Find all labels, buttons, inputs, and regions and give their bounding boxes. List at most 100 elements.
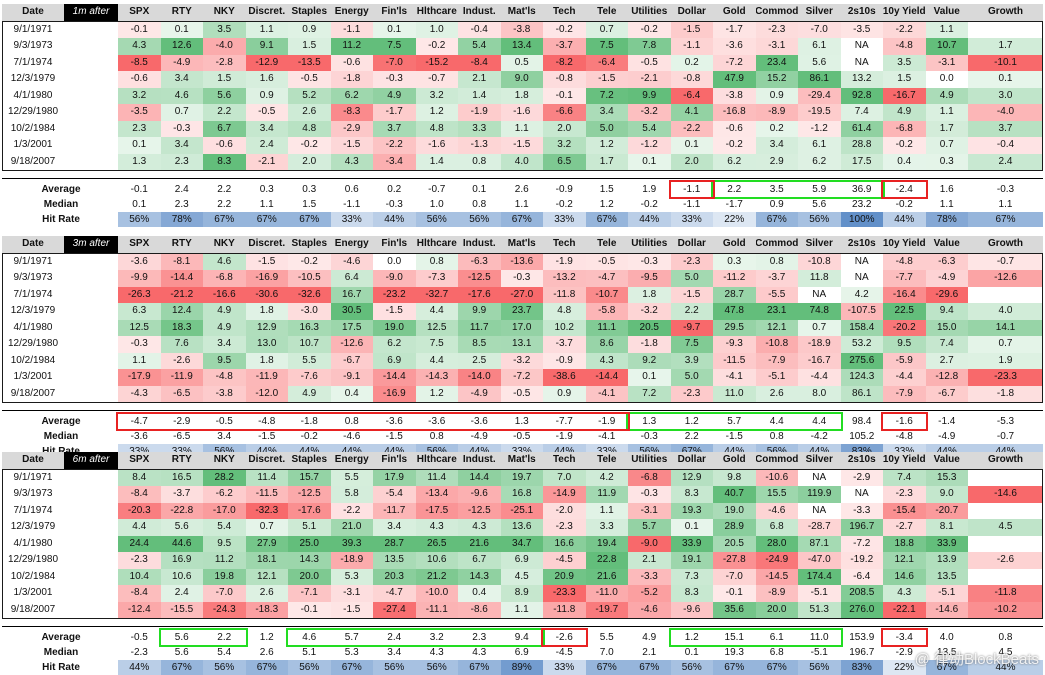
data-cell: 7.3	[670, 568, 713, 585]
summary-cell: -0.1	[118, 182, 161, 197]
data-cell: -8.4	[458, 54, 501, 71]
data-cell: 4.9	[288, 385, 331, 402]
data-cell: -7.2	[500, 369, 543, 386]
summary-cell: 4.3	[458, 645, 501, 660]
data-cell: 26.5	[415, 535, 458, 552]
column-header: Gold	[713, 452, 756, 469]
summary-cell: 13.5	[925, 645, 968, 660]
data-cell: 7.5	[585, 38, 628, 55]
column-header: RTY	[160, 236, 203, 253]
hit-rate-cell: 67%	[585, 212, 628, 227]
data-cell: 23.1	[755, 303, 798, 320]
data-cell: -7.6	[288, 369, 331, 386]
summary-cell: 3.4	[203, 429, 246, 444]
data-cell: -0.6	[118, 71, 161, 88]
data-cell: -7.0	[713, 568, 756, 585]
data-cell: -14.4	[160, 270, 203, 287]
data-cell: 7.5	[373, 38, 416, 55]
data-cell: -9.3	[713, 336, 756, 353]
data-cell: -3.6	[713, 38, 756, 55]
data-cell: 3.3	[458, 120, 501, 137]
data-cell: -6.2	[203, 486, 246, 503]
data-cell: -1.3	[458, 137, 501, 154]
summary-cell: 3.5	[755, 182, 798, 197]
data-cell: -5.1	[755, 369, 798, 386]
data-cell: 15.2	[755, 71, 798, 88]
row-date: 7/1/1974	[13, 56, 53, 68]
data-cell: 13.9	[925, 552, 968, 569]
data-cell: 47.8	[713, 303, 756, 320]
column-header: Growth	[968, 452, 1043, 469]
data-cell: 6.2	[330, 87, 373, 104]
column-header: Silver	[798, 452, 841, 469]
data-cell: -2.9	[840, 469, 883, 486]
data-cell: -14.6	[968, 486, 1043, 503]
summary-cell: 6.1	[755, 630, 798, 645]
summary-cell: 0.9	[755, 197, 798, 212]
summary-cell: 5.9	[798, 182, 841, 197]
summary-cell: -0.2	[628, 197, 671, 212]
data-cell: 11.4	[415, 469, 458, 486]
summary-divider	[2, 178, 1043, 179]
data-cell: -6.8	[628, 469, 671, 486]
data-cell: -1.5	[245, 253, 288, 270]
data-cell: 3.4	[160, 71, 203, 88]
row-date: 1/3/2001	[13, 139, 53, 151]
row-date: 12/29/1980	[7, 338, 59, 350]
data-cell: 4.9	[883, 104, 926, 121]
data-cell: 0.3	[713, 253, 756, 270]
summary-cell: 196.7	[840, 645, 883, 660]
column-header: Utilities	[628, 4, 671, 21]
summary-cell: -4.8	[883, 429, 926, 444]
data-cell: -9.0	[373, 270, 416, 287]
summary-cell: 15.1	[713, 630, 756, 645]
data-cell: -25.1	[500, 502, 543, 519]
data-cell: -0.5	[585, 253, 628, 270]
data-cell: 0.2	[670, 54, 713, 71]
column-header: 10y Yield	[883, 236, 926, 253]
summary-cell: -0.9	[543, 182, 586, 197]
data-cell: 9.0	[500, 71, 543, 88]
data-cell: 4.9	[203, 319, 246, 336]
data-cell: 23.4	[755, 54, 798, 71]
data-cell: 1.1	[118, 352, 161, 369]
data-cell: 0.3	[925, 153, 968, 170]
summary-cell: 5.1	[288, 645, 331, 660]
data-cell: 3.4	[245, 120, 288, 137]
data-cell: -0.5	[500, 385, 543, 402]
data-cell: -4.9	[925, 270, 968, 287]
column-header: Gold	[713, 236, 756, 253]
data-cell: -16.6	[203, 286, 246, 303]
data-cell: 1.5	[883, 71, 926, 88]
summary-cell: -1.4	[925, 414, 968, 429]
data-cell: 1.8	[500, 87, 543, 104]
data-cell: 6.3	[118, 303, 161, 320]
data-cell: 1.7	[585, 153, 628, 170]
column-header: RTY	[160, 4, 203, 21]
data-cell: -20.7	[925, 502, 968, 519]
data-cell: 12.9	[670, 469, 713, 486]
row-date: 9/1/1971	[13, 23, 53, 35]
data-cell: -7.2	[840, 535, 883, 552]
summary-label: Hit Rate	[42, 445, 80, 457]
data-cell: 19.8	[203, 568, 246, 585]
data-cell: 0.9	[245, 87, 288, 104]
summary-cell: 2.2	[670, 429, 713, 444]
data-cell: 12.5	[415, 319, 458, 336]
data-cell: -0.2	[288, 137, 331, 154]
data-cell: -5.5	[755, 286, 798, 303]
data-cell: -3.2	[628, 104, 671, 121]
summary-cell: -3.4	[883, 630, 926, 645]
hit-rate-cell: 67%	[203, 212, 246, 227]
row-date: 12/29/1980	[7, 554, 59, 566]
data-cell: -5.4	[373, 486, 416, 503]
data-cell: 11.2	[203, 552, 246, 569]
data-cell: 9.1	[245, 38, 288, 55]
data-cell: -17.6	[288, 502, 331, 519]
summary-cell: 0.3	[288, 182, 331, 197]
summary-cell: 2.4	[373, 630, 416, 645]
data-cell: 2.1	[628, 552, 671, 569]
data-cell: 22.8	[585, 552, 628, 569]
data-cell: 5.6	[160, 519, 203, 536]
data-cell: 5.4	[458, 38, 501, 55]
